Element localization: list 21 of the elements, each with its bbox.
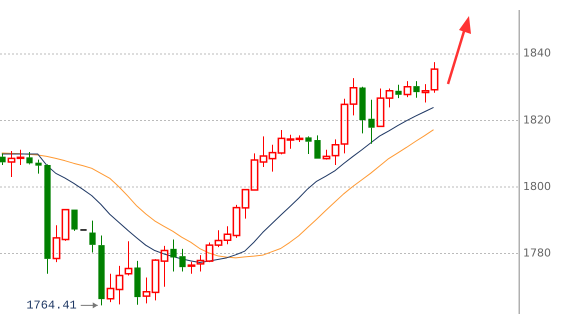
candlestick	[134, 260, 141, 306]
candlestick	[44, 164, 51, 274]
annotation: 1764.41	[26, 298, 77, 313]
candlestick	[71, 210, 78, 232]
candlestick	[368, 99, 375, 144]
candlestick	[170, 239, 177, 272]
candlestick	[98, 235, 105, 306]
candlestick	[179, 248, 186, 272]
candlestick	[314, 134, 321, 159]
candlestick	[26, 152, 33, 165]
candlestick	[359, 87, 366, 134]
candlestick	[35, 159, 42, 174]
y-tick-label: 1800	[523, 180, 551, 193]
candlestick	[413, 80, 420, 98]
candlestick	[395, 84, 402, 99]
y-tick-label: 1840	[523, 46, 551, 60]
candlestick	[188, 261, 196, 274]
y-tick-label: 1780	[523, 246, 551, 260]
candlestick	[89, 220, 96, 254]
candlestick	[124, 240, 132, 276]
y-tick-label: 1820	[523, 113, 551, 126]
